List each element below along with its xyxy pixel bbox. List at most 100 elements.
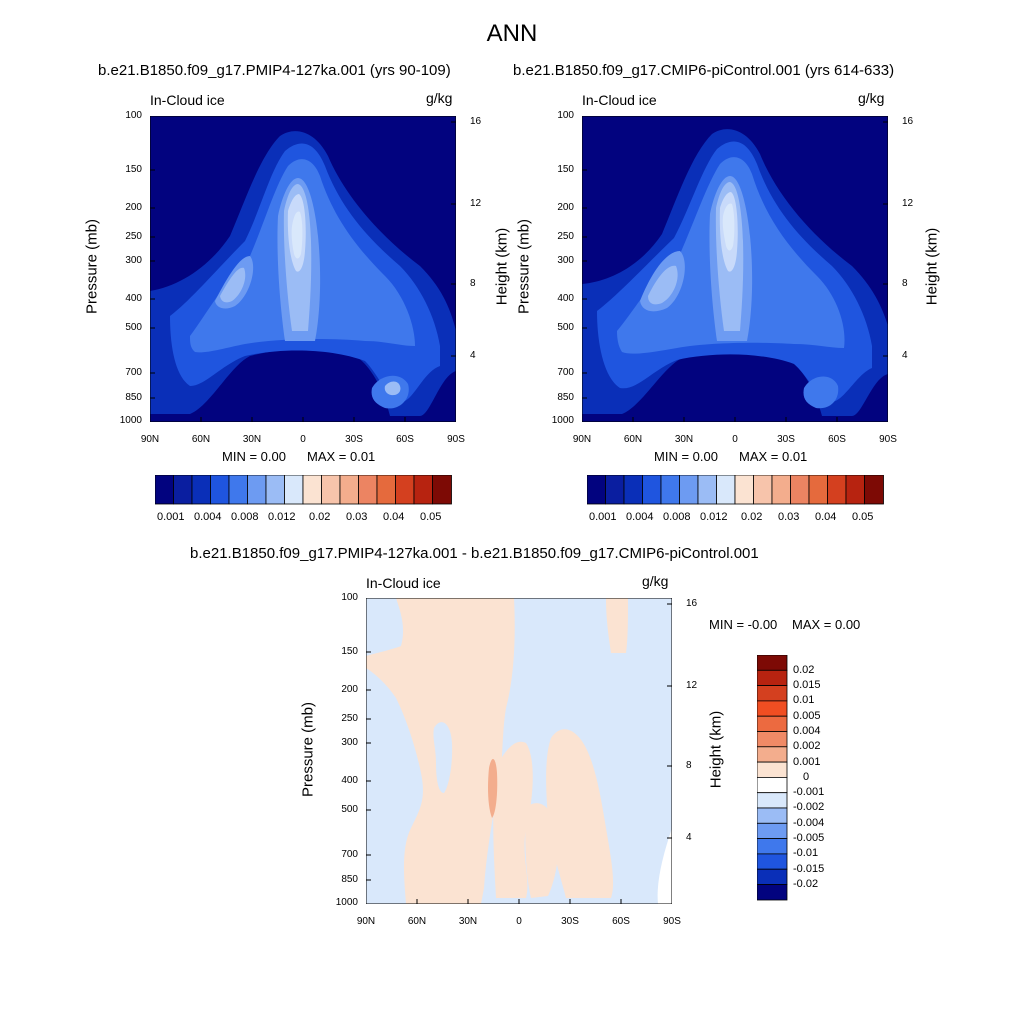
panel1-ticks (150, 116, 456, 422)
panel1-variable-label: In-Cloud ice (150, 92, 225, 108)
panel1-y2label: Height (km) (493, 227, 511, 306)
panel3-xtick: 60S (612, 916, 630, 927)
panel3-ytick: 500 (341, 804, 358, 815)
panel2-xtick: 30S (777, 434, 795, 445)
panel3-ytick: 100 (341, 592, 358, 603)
panel2-plot (582, 116, 888, 422)
panel1-y2tick: 12 (470, 198, 482, 209)
panel1-cbar-label: 0.04 (383, 511, 405, 523)
panel1-min-label: MIN = 0.00 (222, 449, 286, 464)
panel2-cbar-label: 0.05 (852, 511, 874, 523)
panel1-xtick: 60S (396, 434, 414, 445)
panel3-cbar-label: -0.004 (793, 817, 825, 829)
panel3-white-edge (657, 828, 672, 904)
panel3-positive-region-4 (493, 741, 533, 898)
panel2-ytick: 300 (557, 255, 574, 266)
panel2-ytick: 100 (557, 110, 574, 121)
panel2-xtick: 0 (732, 434, 738, 445)
panel3-cbar-label: -0.002 (793, 801, 825, 813)
panel1-xtick: 60N (191, 434, 211, 445)
panel1-ytick: 850 (125, 392, 142, 403)
panel1-units-label: g/kg (426, 90, 453, 106)
panel2-y2tick: 4 (902, 350, 908, 361)
panel2-cbar-label: 0.001 (589, 511, 617, 523)
panel3-cbar-label: 0.015 (793, 679, 821, 691)
panel3-units-label: g/kg (642, 573, 669, 589)
panel1-band-9 (384, 381, 401, 396)
panel3-y2tick: 12 (686, 680, 698, 691)
panel2-ytick: 500 (557, 322, 574, 333)
panel3-ylabel: Pressure (mb) (299, 701, 317, 798)
panel1-y2tick: 4 (470, 350, 476, 361)
panel3-y2tick: 16 (686, 598, 698, 609)
figure-title: ANN (486, 20, 538, 47)
panel1-cbar-label: 0.004 (194, 511, 222, 523)
panel3-xtick: 30N (458, 916, 478, 927)
panel1-cbar-label: 0.05 (420, 511, 442, 523)
panel2-band-5 (648, 182, 744, 331)
panel1-colorbar (155, 475, 452, 505)
panel1-ylabel: Pressure (mb) (83, 218, 101, 315)
panel2-ytick: 850 (557, 392, 574, 403)
panel3-variable-label: In-Cloud ice (366, 575, 441, 591)
panel2-cbar-label: 0.03 (778, 511, 800, 523)
panel3-ytick: 200 (341, 684, 358, 695)
panel1-ytick: 200 (125, 202, 142, 213)
panel2-min-label: MIN = 0.00 (654, 449, 718, 464)
panel1-max-label: MAX = 0.01 (307, 449, 376, 464)
panel2-ytick: 150 (557, 164, 574, 175)
panel3-max-label: MAX = 0.00 (792, 617, 861, 632)
panel3-positive-region-6 (606, 598, 628, 653)
panel3-cbar-label: -0.005 (793, 832, 825, 844)
panel2-xtick: 90S (879, 434, 897, 445)
panel2-ylabel: Pressure (mb) (515, 218, 533, 315)
panel1-xtick: 30S (345, 434, 363, 445)
panel3-colorbar (757, 655, 788, 901)
panel2-band-8 (803, 376, 839, 409)
panel3-xtick: 30S (561, 916, 579, 927)
panel2-colorbar (587, 475, 884, 505)
panel2-variable-label: In-Cloud ice (582, 92, 657, 108)
panel2-run-title: b.e21.B1850.f09_g17.CMIP6-piControl.001 … (513, 62, 895, 79)
panel3-ticks (366, 598, 672, 904)
panel3-cbar-label: 0.001 (793, 756, 821, 768)
panel1-cbar-label: 0.02 (309, 511, 331, 523)
panel1-xtick: 30N (242, 434, 262, 445)
panel3-positive-region-3 (433, 722, 453, 793)
panel2-ytick: 700 (557, 367, 574, 378)
panel2-cbar-label: 0.04 (815, 511, 837, 523)
panel2-ticks (582, 116, 888, 422)
panel3-xtick: 90N (356, 916, 376, 927)
panel3-ytick: 250 (341, 713, 358, 724)
panel2-y2tick: 16 (902, 116, 914, 127)
panel2-cbar-label: 0.008 (663, 511, 691, 523)
panel2-ytick: 1000 (551, 415, 574, 426)
panel3-xtick: 90S (663, 916, 681, 927)
panel3-min-label: MIN = -0.00 (709, 617, 778, 632)
panel1-ytick: 300 (125, 255, 142, 266)
panel1-cbar-label: 0.012 (268, 511, 296, 523)
panel1-ytick: 700 (125, 367, 142, 378)
panel2-y2label: Height (km) (923, 227, 941, 306)
panel1-ytick: 400 (125, 293, 142, 304)
panel1-xtick: 0 (300, 434, 306, 445)
panel3-positive-region-5 (546, 729, 614, 898)
panel2-xtick: 30N (674, 434, 694, 445)
panel3-ytick: 150 (341, 646, 358, 657)
panel3-plot (366, 598, 672, 904)
panel2-band-7 (722, 203, 735, 251)
panel3-cbar-label: -0.001 (793, 786, 825, 798)
panel3-cbar-label: 0.004 (793, 725, 821, 737)
panel3-cbar-label: 0.002 (793, 740, 821, 752)
panel1-ytick: 250 (125, 231, 142, 242)
panel3-ytick: 850 (341, 874, 358, 885)
panel3-positive-region-7 (525, 803, 559, 898)
panel3-ytick: 1000 (335, 897, 358, 908)
panel1-ytick: 1000 (119, 415, 142, 426)
panel3-ytick: 400 (341, 775, 358, 786)
panel2-cbar-label: 0.02 (741, 511, 763, 523)
panel1-plot (150, 116, 456, 422)
panel3-cbar-label: -0.015 (793, 863, 825, 875)
panel3-y2tick: 8 (686, 760, 692, 771)
panel1-run-title: b.e21.B1850.f09_g17.PMIP4-127ka.001 (yrs… (98, 62, 451, 79)
